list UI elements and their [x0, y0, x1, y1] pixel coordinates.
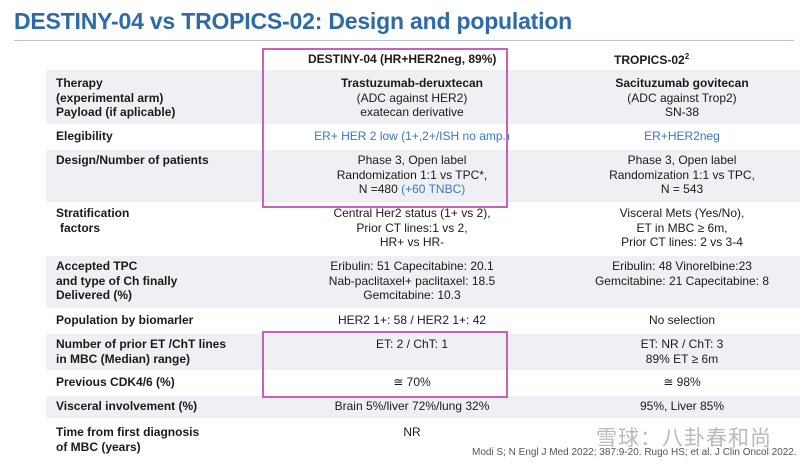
label-visceral: Visceral involvement (%)	[56, 399, 198, 413]
label-therapy: Therapy (experimental arm) Payload (if apl…	[56, 76, 176, 119]
destiny-stratification: Central Her2 status (1+ vs 2), Prior CT l…	[333, 206, 491, 249]
citation: Modi S; N Engl J Med 2022; 387:9-20. Rug…	[472, 447, 797, 458]
row-design: Design/Number of patients Phase 3, Open …	[46, 150, 800, 202]
header-tropics-02: TROPICS-022	[614, 52, 690, 67]
label-time-diagnosis: Time from first diagnosis of MBC (years)	[56, 425, 200, 454]
highlight-frame-bottom	[262, 331, 508, 398]
tropics-population: No selection	[648, 313, 716, 327]
destiny-therapy: Trastuzumab-deruxtecan (ADC against HER2)…	[340, 76, 484, 119]
destiny-tpc: Eribulin: 51 Capecitabine: 20.1 Nab-pacli…	[328, 259, 496, 302]
tropics-therapy: Sacituzumab govitecan (ADC against Trop2)…	[615, 76, 749, 119]
row-stratification: Stratification factors Central Her2 statu…	[46, 204, 800, 254]
header-destiny-04: DESTINY-04 (HR+HER2neg, 89%)	[308, 52, 497, 66]
tropics-tpc: Eribulin: 48 Vinorelbine:23 Gemcitabine: …	[594, 259, 770, 288]
destiny-time-diagnosis: NR	[403, 425, 421, 439]
destiny-design: Phase 3, Open label Randomization 1:1 vs …	[336, 153, 488, 196]
label-cdk46: Previous CDK4/6 (%)	[56, 375, 175, 389]
header-footnote-ref: 2	[684, 52, 690, 61]
label-elegibility: Elegibility	[56, 129, 113, 143]
label-accepted-tpc: Accepted TPC and type of Ch finally Delive…	[56, 259, 178, 302]
label-design: Design/Number of patients	[56, 153, 209, 167]
row-population: Population by biomarler HER2 1+: 58 / HE…	[46, 310, 800, 332]
destiny-elegibility: ER+ HER 2 low (1+,2+/ISH no amp.)	[314, 129, 510, 143]
watermark: 雪球：八卦春和尚	[596, 427, 772, 450]
destiny-visceral: Brain 5%/liver 72%/lung 32%	[334, 399, 490, 413]
row-accepted-tpc: Accepted TPC and type of Ch finally Delive…	[46, 256, 800, 308]
tropics-design: Phase 3, Open label Randomization 1:1 vs …	[609, 153, 755, 196]
tropics-stratification: Visceral Mets (Yes/No), ET in MBC ≥ 6m, Pr…	[619, 206, 745, 249]
label-stratification: Stratification factors	[56, 206, 130, 235]
destiny-population: HER2 1+: 58 / HER2 1+: 42	[337, 313, 487, 327]
row-therapy: Therapy (experimental arm) Payload (if apl…	[46, 70, 800, 124]
label-prior-lines: Number of prior ET /ChT lines in MBC (Med…	[56, 337, 227, 366]
tnbc-note: (+60 TNBC)	[401, 182, 466, 196]
row-cdk46: Previous CDK4/6 (%) ≅ 70% ≅ 98%	[46, 372, 800, 394]
row-time-diagnosis: Time from first diagnosis of MBC (years) …	[46, 420, 800, 460]
title-divider	[14, 40, 794, 41]
row-visceral: Visceral involvement (%) Brain 5%/liver …	[46, 396, 800, 418]
tropics-visceral: 95%, Liver 85%	[639, 399, 725, 413]
tropics-elegibility: ER+HER2neg	[644, 129, 720, 143]
destiny-prior-lines: ET: 2 / ChT: 1	[375, 337, 449, 351]
destiny-cdk46: ≅ 70%	[393, 375, 431, 389]
label-population: Population by biomarler	[56, 313, 194, 327]
row-prior-lines: Number of prior ET /ChT lines in MBC (Med…	[46, 334, 800, 370]
row-elegibility: Elegibility ER+ HER 2 low (1+,2+/ISH no …	[46, 124, 800, 148]
tropics-prior-lines: ET: NR / ChT: 3 89% ET ≥ 6m	[640, 337, 724, 366]
highlight-frame-top	[262, 48, 508, 208]
page-title: DESTINY-04 vs TROPICS-02: Design and pop…	[14, 8, 573, 34]
tropics-cdk46: ≅ 98%	[663, 375, 701, 389]
